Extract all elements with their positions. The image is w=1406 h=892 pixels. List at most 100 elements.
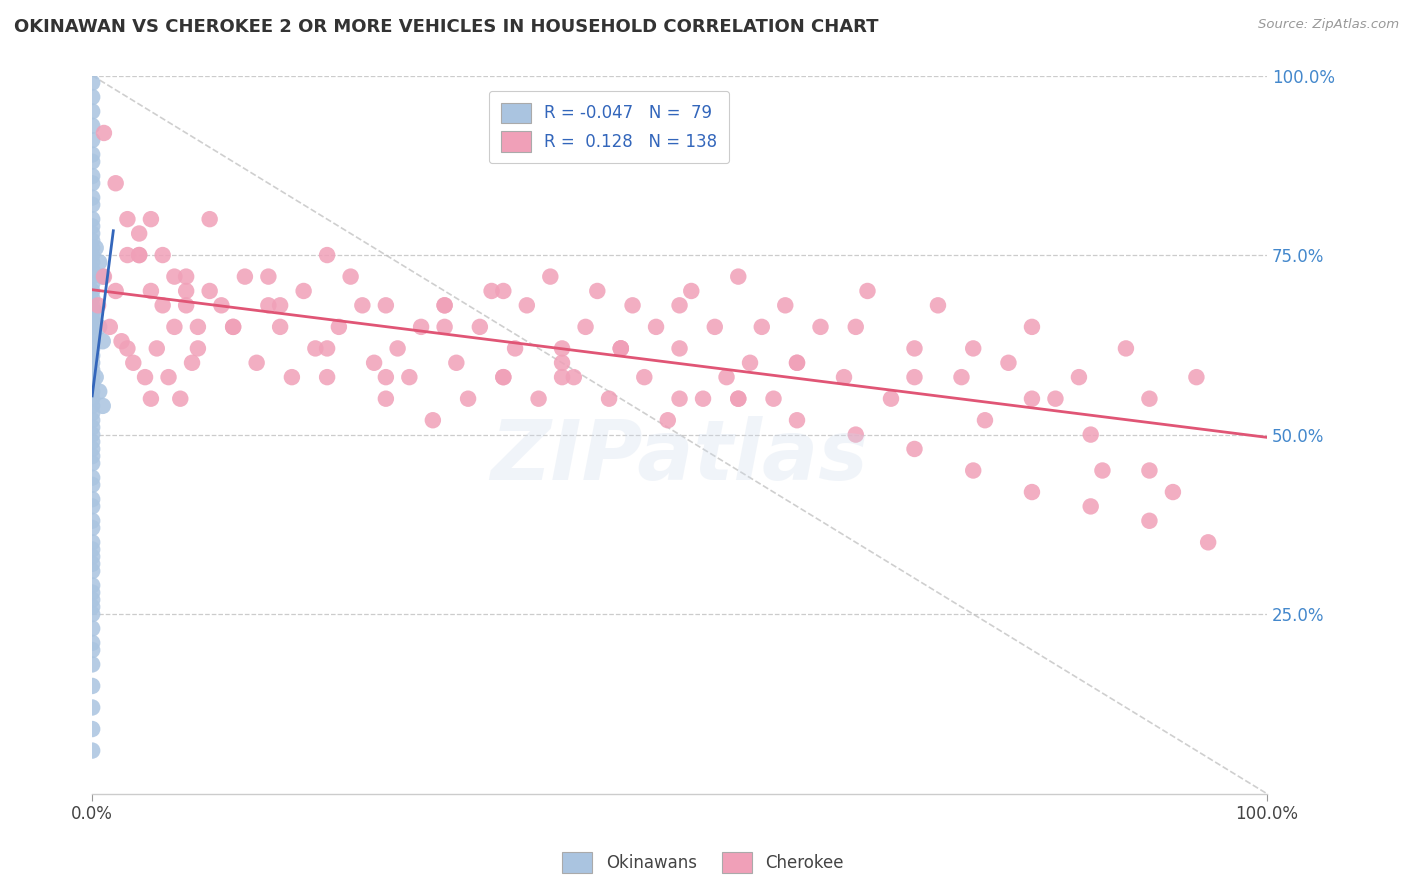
Point: [775, 298, 797, 312]
Point: [82, 349, 104, 363]
Point: [1161, 485, 1184, 500]
Point: [181, 356, 204, 370]
Point: [82, 636, 104, 650]
Point: [1115, 342, 1137, 356]
Point: [762, 392, 785, 406]
Point: [292, 284, 315, 298]
Point: [82, 198, 104, 212]
Point: [962, 463, 984, 477]
Point: [233, 269, 256, 284]
Point: [82, 607, 104, 621]
Point: [1185, 370, 1208, 384]
Point: [82, 234, 104, 248]
Point: [82, 90, 104, 104]
Point: [633, 370, 655, 384]
Point: [668, 392, 690, 406]
Point: [716, 370, 738, 384]
Point: [82, 521, 104, 535]
Point: [1080, 500, 1102, 514]
Point: [117, 248, 139, 262]
Point: [222, 319, 245, 334]
Point: [997, 356, 1019, 370]
Point: [209, 298, 232, 312]
Point: [82, 191, 104, 205]
Point: [411, 319, 433, 334]
Point: [82, 248, 104, 262]
Point: [82, 492, 104, 507]
Point: [82, 104, 104, 119]
Point: [82, 342, 104, 356]
Point: [91, 269, 114, 284]
Point: [257, 269, 280, 284]
Point: [82, 392, 104, 406]
Point: [880, 392, 903, 406]
Point: [832, 370, 855, 384]
Point: [82, 549, 104, 564]
Point: [645, 319, 668, 334]
Point: [82, 643, 104, 657]
Text: OKINAWAN VS CHEROKEE 2 OR MORE VEHICLES IN HOUSEHOLD CORRELATION CHART: OKINAWAN VS CHEROKEE 2 OR MORE VEHICLES …: [14, 18, 879, 36]
Point: [187, 342, 209, 356]
Point: [82, 420, 104, 434]
Point: [82, 564, 104, 578]
Point: [492, 370, 515, 384]
Point: [82, 514, 104, 528]
Point: [316, 370, 339, 384]
Point: [374, 370, 396, 384]
Point: [82, 154, 104, 169]
Point: [246, 356, 269, 370]
Point: [82, 377, 104, 392]
Point: [668, 298, 690, 312]
Point: [492, 370, 515, 384]
Point: [398, 370, 420, 384]
Point: [1197, 535, 1219, 549]
Point: [82, 212, 104, 227]
Point: [128, 248, 150, 262]
Point: [374, 298, 396, 312]
Point: [82, 384, 104, 399]
Point: [82, 305, 104, 319]
Point: [169, 392, 191, 406]
Point: [1139, 514, 1161, 528]
Point: [681, 284, 703, 298]
Point: [82, 700, 104, 714]
Point: [610, 342, 633, 356]
Point: [84, 241, 107, 255]
Point: [374, 392, 396, 406]
Point: [174, 298, 197, 312]
Point: [516, 298, 538, 312]
Point: [128, 248, 150, 262]
Point: [1021, 319, 1043, 334]
Point: [93, 269, 115, 284]
Point: [128, 227, 150, 241]
Point: [786, 356, 808, 370]
Point: [152, 298, 174, 312]
Point: [82, 557, 104, 571]
Point: [82, 370, 104, 384]
Point: [621, 298, 644, 312]
Point: [82, 269, 104, 284]
Point: [82, 657, 104, 672]
Point: [339, 269, 361, 284]
Point: [82, 413, 104, 427]
Point: [786, 413, 808, 427]
Point: [422, 413, 444, 427]
Point: [316, 342, 339, 356]
Point: [139, 212, 162, 227]
Point: [117, 212, 139, 227]
Point: [82, 442, 104, 456]
Point: [927, 298, 949, 312]
Point: [84, 370, 107, 384]
Legend: R = -0.047   N =  79, R =  0.128   N = 138: R = -0.047 N = 79, R = 0.128 N = 138: [489, 91, 728, 163]
Point: [433, 298, 456, 312]
Point: [82, 298, 104, 312]
Point: [87, 298, 110, 312]
Point: [82, 133, 104, 147]
Point: [82, 427, 104, 442]
Point: [845, 427, 868, 442]
Point: [269, 319, 291, 334]
Point: [1139, 392, 1161, 406]
Point: [82, 535, 104, 549]
Point: [82, 356, 104, 370]
Point: [93, 126, 115, 140]
